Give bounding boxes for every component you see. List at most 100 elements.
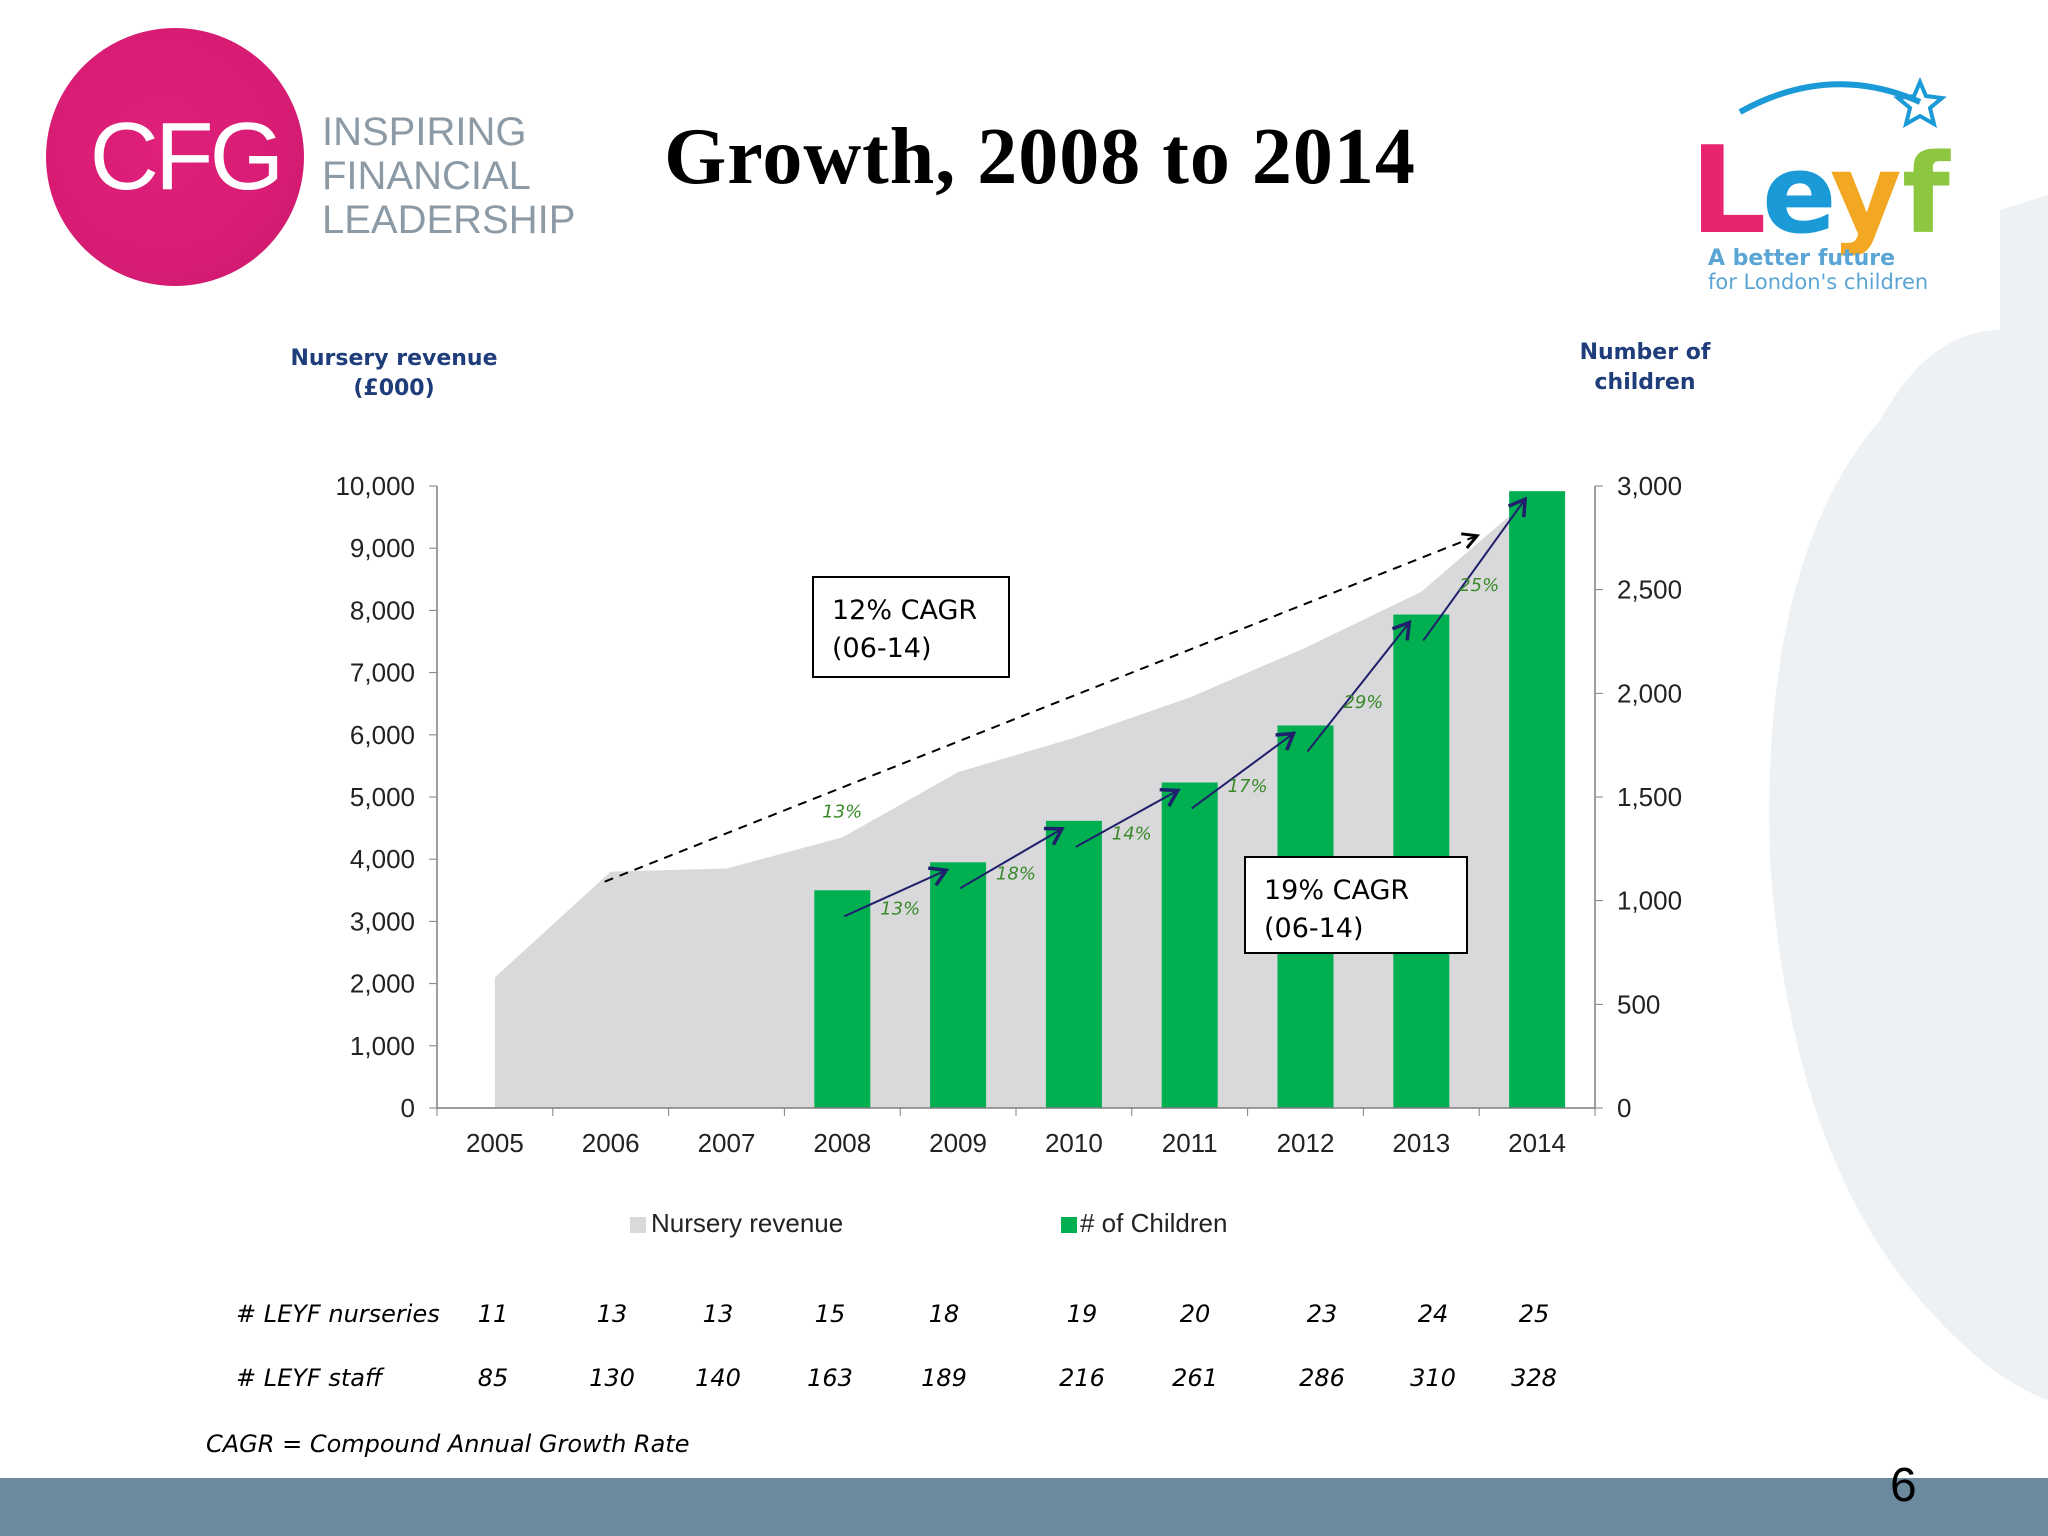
left-axis-title: Nursery revenue (£000) [284, 344, 504, 404]
left-axis-title-line: (£000) [353, 376, 435, 401]
revenue-growth-label: 13% [822, 801, 862, 822]
cfg-logo-letters: CFG [89, 103, 285, 210]
table-cell: 189 [921, 1364, 967, 1392]
left-tick-label: 3,000 [350, 906, 415, 936]
table-cell: 11 [477, 1300, 509, 1328]
table-cell: 130 [589, 1364, 635, 1392]
cfg-tagline-line: LEADERSHIP [322, 198, 576, 242]
callout-line: (06-14) [1264, 913, 1364, 944]
x-tick-label: 2010 [1045, 1128, 1103, 1158]
left-tick-label: 9,000 [350, 533, 415, 563]
table-row-label: # LEYF staff [236, 1364, 383, 1392]
growth-arrow [1191, 732, 1295, 810]
left-tick-label: 5,000 [350, 782, 415, 812]
left-tick-label: 7,000 [350, 658, 415, 688]
growth-arrowhead [1159, 787, 1181, 808]
left-tick-label: 4,000 [350, 844, 415, 874]
table-cell: 13 [596, 1300, 628, 1328]
left-tick-label: 10,000 [335, 471, 415, 501]
growth-arrowhead [1275, 731, 1297, 751]
right-tick-label: 1,500 [1617, 782, 1682, 812]
growth-arrow [1306, 621, 1411, 753]
x-tick-label: 2012 [1277, 1128, 1335, 1158]
table-cell: 24 [1417, 1300, 1449, 1328]
right-axis-title-line: Number of [1579, 340, 1711, 365]
trend-arrowhead [1461, 532, 1481, 550]
children-growth-label: 17% [1228, 776, 1268, 797]
children-bar [930, 862, 987, 1108]
table-cell: 85 [477, 1364, 509, 1392]
left-axis-title-line: Nursery revenue [290, 346, 498, 371]
legend-swatch-children [1061, 1217, 1077, 1233]
callout-line: 19% CAGR [1264, 875, 1410, 906]
x-tick-label: 2009 [929, 1128, 987, 1158]
left-tick-label: 0 [401, 1093, 415, 1123]
svg-text:e: e [1762, 130, 1837, 258]
legend-label-children: # of Children [1080, 1208, 1227, 1238]
right-tick-label: 2,500 [1617, 575, 1682, 605]
leyf-subtitle: for London's children [1708, 270, 1929, 294]
x-tick-label: 2007 [698, 1128, 756, 1158]
legend-swatch-revenue [630, 1217, 646, 1233]
left-tick-label: 6,000 [350, 720, 415, 750]
x-tick-label: 2014 [1508, 1128, 1566, 1158]
left-tick-label: 8,000 [350, 595, 415, 625]
growth-arrow [1075, 789, 1179, 848]
svg-text:L: L [1690, 122, 1766, 261]
svg-text:y: y [1830, 130, 1902, 258]
table-cell: 216 [1059, 1364, 1105, 1392]
children-growth-label: 13% [880, 898, 920, 919]
children-bar [1161, 782, 1218, 1108]
page-number: 6 [1890, 1459, 1917, 1512]
table-cell: 13 [702, 1300, 734, 1328]
growth-arrowhead [1507, 496, 1528, 518]
revenue-cagr-trend-line [604, 534, 1478, 883]
children-growth-label: 25% [1459, 575, 1499, 596]
table-cell: 261 [1172, 1364, 1218, 1392]
children-growth-label: 18% [996, 864, 1036, 885]
right-axis-title: Number of children [1540, 338, 1750, 398]
table-cell: 286 [1299, 1364, 1345, 1392]
cfg-logo: CFG [46, 28, 304, 286]
table-cell: 18 [928, 1300, 960, 1328]
table-cell: 163 [807, 1364, 853, 1392]
x-tick-label: 2008 [813, 1128, 871, 1158]
x-tick-label: 2013 [1392, 1128, 1450, 1158]
growth-arrow [843, 869, 947, 918]
table-cell: 328 [1511, 1364, 1557, 1392]
growth-arrowhead [928, 866, 950, 887]
growth-arrowhead [1043, 826, 1065, 846]
x-tick-label: 2005 [466, 1128, 524, 1158]
table-cell: 310 [1410, 1364, 1456, 1392]
cagr-callout-children: 19% CAGR (06-14) [1244, 856, 1468, 954]
page-title: Growth, 2008 to 2014 [664, 113, 1416, 201]
svg-text:f: f [1902, 130, 1951, 258]
growth-arrow [1422, 498, 1526, 642]
leyf-logo: L e y f [1690, 76, 1951, 261]
left-tick-label: 1,000 [350, 1031, 415, 1061]
children-growth-label: 29% [1343, 692, 1383, 713]
footer-bar [0, 1478, 2048, 1536]
callout-line: 12% CAGR [832, 595, 978, 626]
table-cell: 23 [1306, 1300, 1338, 1328]
right-tick-label: 1,000 [1617, 886, 1682, 916]
cagr-callout-revenue: 12% CAGR (06-14) [812, 576, 1010, 678]
table-cell: 25 [1518, 1300, 1550, 1328]
children-growth-label: 14% [1112, 824, 1152, 845]
legend-label-revenue: Nursery revenue [651, 1208, 843, 1238]
cfg-tagline: INSPIRING FINANCIAL LEADERSHIP [322, 110, 575, 242]
cfg-tagline-line: INSPIRING [322, 110, 527, 154]
right-tick-label: 2,000 [1617, 678, 1682, 708]
footnote: CAGR = Compound Annual Growth Rate [206, 1430, 690, 1458]
right-tick-label: 3,000 [1617, 471, 1682, 501]
x-tick-label: 2006 [582, 1128, 640, 1158]
growth-arrowhead [1391, 619, 1412, 641]
children-bar [1045, 820, 1102, 1108]
callout-line: (06-14) [832, 633, 932, 664]
x-tick-label: 2011 [1162, 1128, 1218, 1158]
cfg-tagline-line: FINANCIAL [322, 154, 531, 198]
children-bar [814, 890, 871, 1108]
right-tick-label: 500 [1617, 989, 1660, 1019]
table-cell: 20 [1179, 1300, 1211, 1328]
